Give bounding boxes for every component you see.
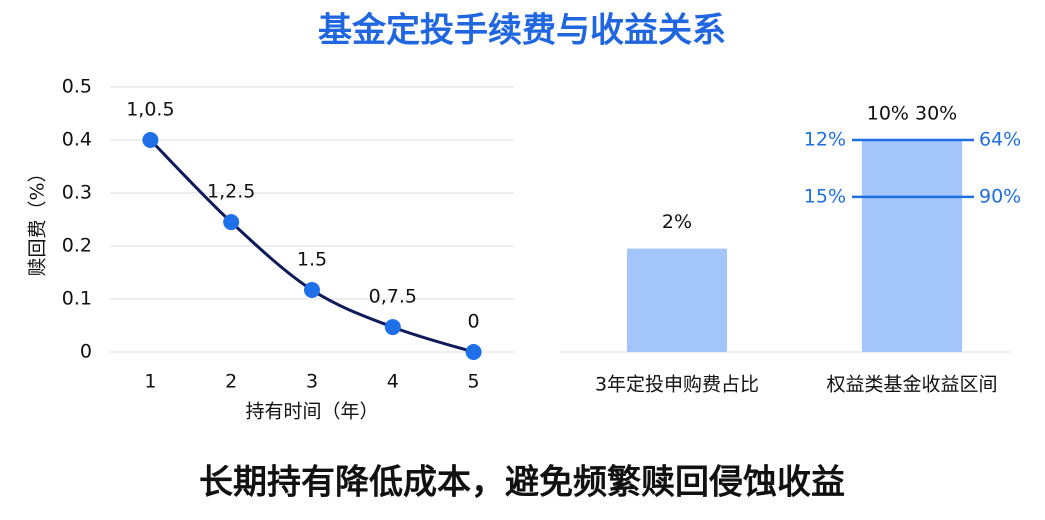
reference-left-label: 15% [804,185,846,207]
bar [862,140,962,352]
reference-right-label: 90% [979,185,1021,207]
point-label: 1,0.5 [126,99,174,121]
point [304,281,320,298]
y-tick-label: 0.1 [62,288,92,310]
x-tick-label: 1 [144,371,156,393]
page-title: 基金定投手续费与收益关系 [318,11,726,51]
x-tick-label: 3 [306,371,318,393]
point-label: 1,2.5 [207,181,255,203]
point-label: 0,7.5 [369,286,417,308]
point [142,132,159,148]
bar-annotation: 10% 30% [867,103,958,125]
y-axis-label: 赎回费（%） [27,163,49,276]
value-label: 2% [662,211,692,233]
bar [627,248,727,352]
point-label: 1.5 [297,248,327,270]
x-tick-label: 4 [387,371,399,393]
point-label: 0 [468,311,480,333]
y-tick-label: 0 [80,341,92,363]
point [384,319,401,336]
x-tick-label: 2 [225,371,237,393]
reference-right-label: 64% [979,129,1021,151]
y-tick-label: 0.2 [62,235,92,257]
point [223,214,240,231]
x-tick-label: 5 [468,371,480,393]
point [465,344,482,360]
x-axis-label: 持有时间（年） [245,401,378,423]
y-tick-label: 0.5 [62,76,92,98]
reference-left-label: 12% [804,129,846,151]
footer: 长期持有降低成本，避免频繁赎回侵蚀收益 [199,463,845,503]
y-tick-label: 0.3 [62,182,92,204]
x-tick-label: 权益类基金收益区间 [826,374,997,396]
y-tick-label: 0.4 [62,129,92,151]
x-tick-label: 3年定投申购费占比 [595,374,759,396]
